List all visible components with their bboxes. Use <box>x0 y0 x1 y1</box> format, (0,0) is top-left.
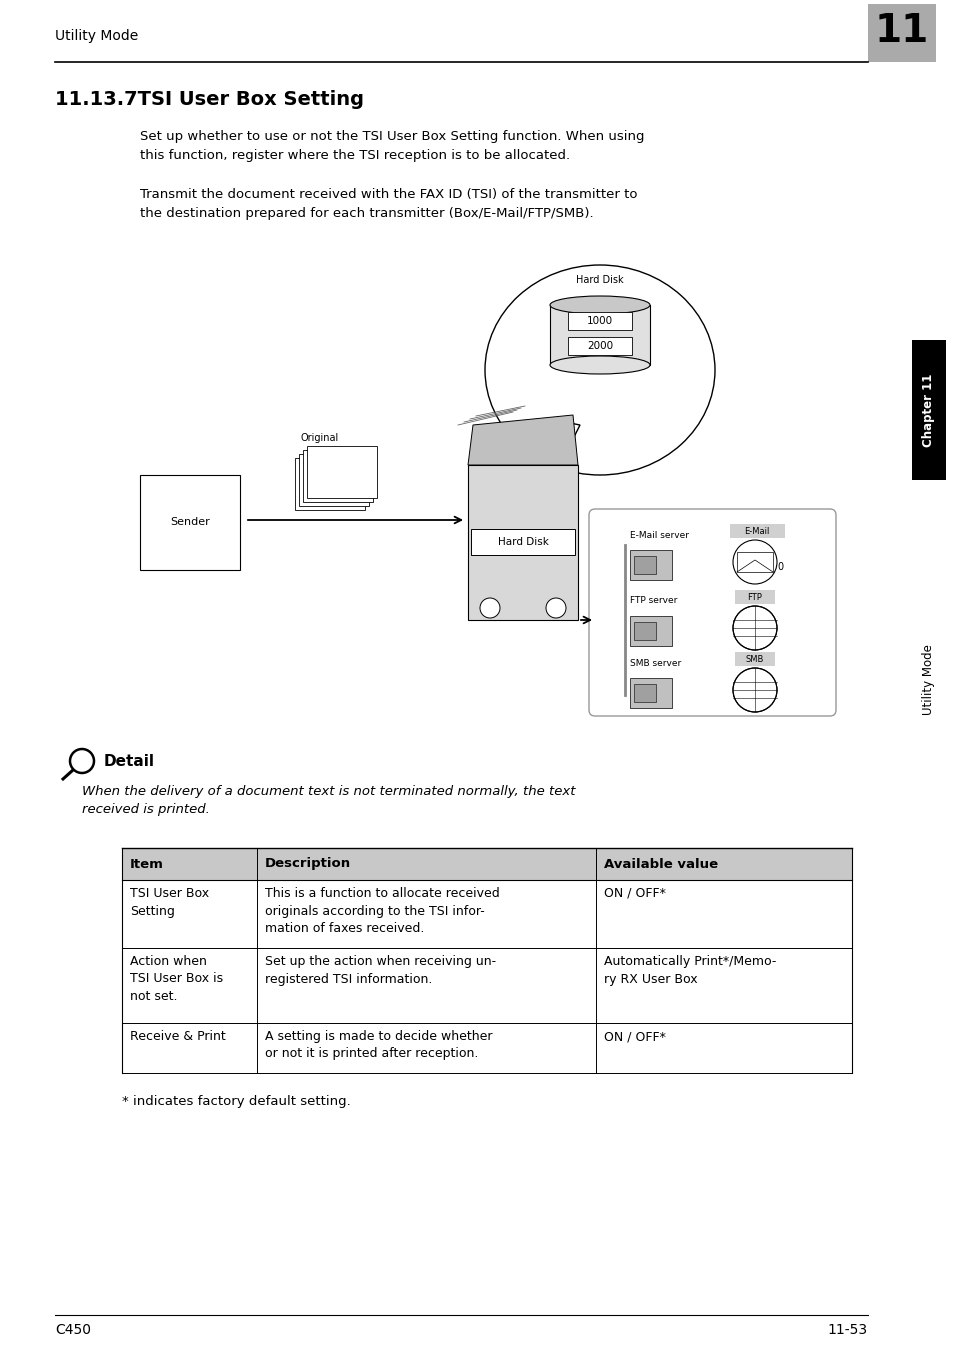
FancyBboxPatch shape <box>303 450 373 502</box>
Text: E-Mail: E-Mail <box>743 526 769 535</box>
Text: 2000: 2000 <box>586 341 613 352</box>
FancyBboxPatch shape <box>468 465 578 621</box>
Text: Receive & Print: Receive & Print <box>130 1030 226 1042</box>
FancyBboxPatch shape <box>588 508 835 717</box>
FancyBboxPatch shape <box>629 550 671 580</box>
Text: Set up whether to use or not the TSI User Box Setting function. When using
this : Set up whether to use or not the TSI Use… <box>140 130 644 161</box>
FancyBboxPatch shape <box>629 677 671 708</box>
Text: A setting is made to decide whether
or not it is printed after reception.: A setting is made to decide whether or n… <box>265 1030 492 1060</box>
Text: Transmit the document received with the FAX ID (TSI) of the transmitter to
the d: Transmit the document received with the … <box>140 188 637 219</box>
Text: * indicates factory default setting.: * indicates factory default setting. <box>122 1095 351 1109</box>
FancyBboxPatch shape <box>550 306 649 365</box>
FancyBboxPatch shape <box>122 848 851 880</box>
FancyBboxPatch shape <box>567 312 631 330</box>
FancyBboxPatch shape <box>734 589 774 604</box>
FancyBboxPatch shape <box>634 622 656 639</box>
Text: 11-53: 11-53 <box>827 1324 867 1337</box>
Polygon shape <box>468 415 578 465</box>
FancyBboxPatch shape <box>634 556 656 575</box>
Text: Detail: Detail <box>104 753 154 768</box>
FancyBboxPatch shape <box>729 525 784 538</box>
Text: Action when
TSI User Box is
not set.: Action when TSI User Box is not set. <box>130 955 223 1003</box>
FancyBboxPatch shape <box>294 458 365 510</box>
Text: Set up the action when receiving un-
registered TSI information.: Set up the action when receiving un- reg… <box>265 955 496 986</box>
Text: TSI User Box
Setting: TSI User Box Setting <box>130 887 209 918</box>
Ellipse shape <box>550 296 649 314</box>
Circle shape <box>732 668 776 713</box>
Text: When the delivery of a document text is not terminated normally, the text
receiv: When the delivery of a document text is … <box>82 786 575 817</box>
Text: Hard Disk: Hard Disk <box>576 274 623 285</box>
FancyBboxPatch shape <box>298 454 369 506</box>
Text: Item: Item <box>130 857 164 871</box>
Polygon shape <box>737 552 772 572</box>
Circle shape <box>545 598 565 618</box>
Text: Description: Description <box>265 857 351 871</box>
Ellipse shape <box>550 356 649 375</box>
Text: FTP server: FTP server <box>629 596 677 604</box>
Text: SMB server: SMB server <box>629 658 680 668</box>
Text: Original: Original <box>300 433 338 443</box>
Text: 0: 0 <box>776 562 782 572</box>
FancyBboxPatch shape <box>567 337 631 356</box>
Text: Sender: Sender <box>170 516 210 527</box>
FancyBboxPatch shape <box>634 684 656 702</box>
Circle shape <box>479 598 499 618</box>
Text: 1000: 1000 <box>586 316 613 326</box>
FancyBboxPatch shape <box>734 652 774 667</box>
Circle shape <box>732 606 776 650</box>
Text: ON / OFF*: ON / OFF* <box>604 887 666 900</box>
Text: ON / OFF*: ON / OFF* <box>604 1030 666 1042</box>
FancyBboxPatch shape <box>471 529 575 556</box>
FancyBboxPatch shape <box>307 446 376 498</box>
Text: 11: 11 <box>874 12 928 50</box>
Text: Available value: Available value <box>604 857 718 871</box>
FancyBboxPatch shape <box>140 475 240 571</box>
Text: Chapter 11: Chapter 11 <box>922 373 935 446</box>
Polygon shape <box>555 420 579 456</box>
Text: Hard Disk: Hard Disk <box>497 537 548 548</box>
FancyBboxPatch shape <box>867 4 935 62</box>
FancyBboxPatch shape <box>629 617 671 646</box>
Text: FTP: FTP <box>747 592 761 602</box>
Text: This is a function to allocate received
originals according to the TSI infor-
ma: This is a function to allocate received … <box>265 887 499 936</box>
Circle shape <box>732 539 776 584</box>
Text: Automatically Print*/Memo-
ry RX User Box: Automatically Print*/Memo- ry RX User Bo… <box>604 955 776 986</box>
Text: 11.13.7TSI User Box Setting: 11.13.7TSI User Box Setting <box>55 91 364 110</box>
Text: Utility Mode: Utility Mode <box>55 28 138 43</box>
Text: Utility Mode: Utility Mode <box>922 645 935 715</box>
Ellipse shape <box>484 265 714 475</box>
Text: SMB: SMB <box>745 654 763 664</box>
Text: E-Mail server: E-Mail server <box>629 531 688 539</box>
Text: C450: C450 <box>55 1324 91 1337</box>
FancyBboxPatch shape <box>911 339 945 480</box>
